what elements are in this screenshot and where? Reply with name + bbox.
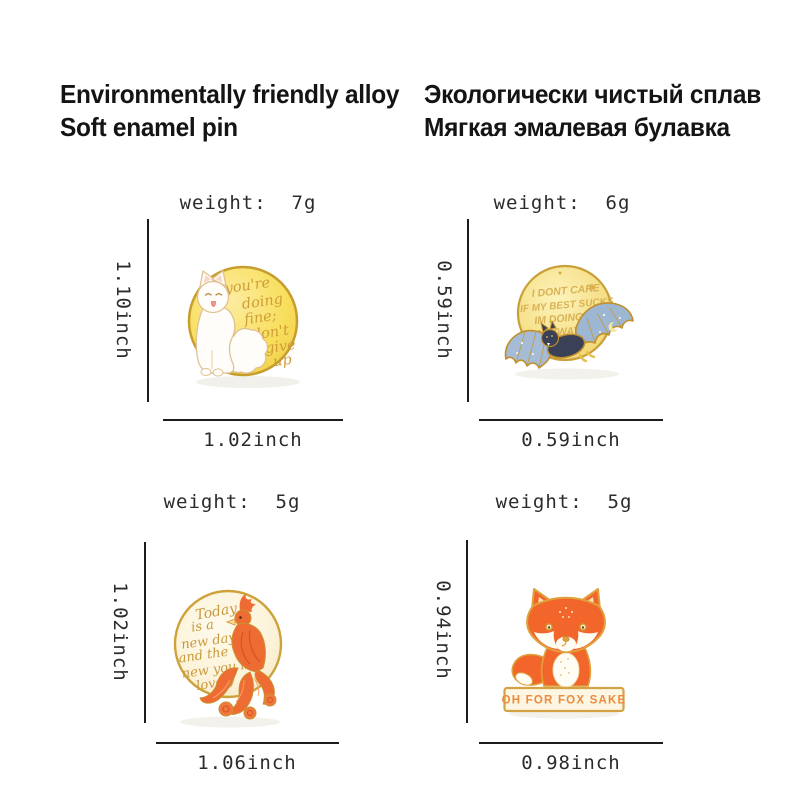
phoenix-pin-illustration: Today is a new day and the new you is lo…: [173, 589, 283, 728]
weight-label: weight: 5g: [163, 491, 301, 513]
motto-line: and the: [178, 645, 230, 667]
chest-speckles: [560, 658, 570, 676]
bat-eye: [546, 336, 548, 338]
bat-fang: [547, 343, 550, 346]
phoenix-crest: [239, 594, 256, 612]
fox-chest: [552, 652, 580, 688]
tail-white-tip: [515, 672, 533, 686]
header-ru-line2: Мягкая эмалевая булавка: [424, 112, 730, 142]
vertical-dimension-line: [466, 540, 468, 723]
feather-curl: [263, 693, 277, 707]
weight-label: weight: 5g: [495, 491, 633, 513]
header-en-line2: Soft enamel pin: [60, 112, 238, 142]
height-label: 0.94inch: [432, 580, 454, 680]
horizontal-dimension-line: [163, 419, 343, 421]
horizontal-dimension-line: [156, 742, 339, 744]
feather-highlights: [212, 677, 260, 703]
motto-line: up: [272, 352, 293, 370]
happy-eye-right: [215, 293, 223, 296]
bat-feet: [578, 350, 596, 363]
header-en-line1: Environmentally friendly alloy: [60, 79, 400, 109]
paw: [200, 368, 212, 376]
happy-eye-left: [204, 293, 212, 296]
pupil: [581, 626, 585, 629]
pin-shadow: [196, 376, 300, 388]
banner-text: OH FOR FOX SAKE: [502, 695, 627, 707]
header-title-en: Environmentally friendly alloy Soft enam…: [60, 78, 400, 144]
height-label: 1.02inch: [109, 582, 131, 682]
fox-figure: [511, 588, 606, 688]
height-label: 1.10inch: [112, 260, 134, 360]
crescent-moon-icon: [608, 321, 618, 332]
fox-banner: OH FOR FOX SAKE: [502, 686, 627, 713]
bat-pin-illustration: I DONT CARE IF MY BEST SUCKS IM DOING IT…: [504, 264, 634, 380]
cat-pin-illustration: you're doing fine; don't give up: [187, 265, 300, 388]
width-label: 0.59inch: [521, 429, 621, 451]
motto-line: give: [264, 337, 297, 357]
bat-figure: [504, 302, 634, 369]
forehead-speckles: [559, 607, 573, 618]
motto-line: Today: [194, 600, 239, 623]
pupil: [547, 626, 551, 629]
motto-line: doing: [241, 291, 284, 313]
pin-shadow: [180, 716, 280, 728]
vertical-dimension-line: [147, 219, 149, 402]
phoenix-eye: [239, 616, 242, 619]
sparkle-icon: [558, 271, 562, 275]
white-cat-figure: [195, 270, 269, 377]
cat-motto-text: you're doing fine; don't give up: [223, 275, 297, 370]
width-label: 1.02inch: [203, 429, 303, 451]
pin-card-cat: weight: 7g 1.10inch you're doing fine; d…: [0, 170, 400, 470]
white-cheek-right: [574, 631, 598, 649]
feather-curl-spiral: [222, 705, 230, 713]
bat-ear: [540, 321, 549, 333]
pin-shadow: [515, 368, 619, 380]
motto-line: IM DOING: [534, 311, 584, 327]
fox-nose: [562, 636, 570, 642]
paw: [212, 368, 224, 377]
header-ru-line1: Экологически чистый сплав: [424, 79, 761, 109]
wing-veins: [515, 307, 623, 369]
white-cheek-left: [534, 631, 558, 649]
star-icon: [588, 283, 596, 291]
bat-head: [540, 328, 560, 348]
inner-ear: [215, 275, 223, 283]
fox-pin-illustration: OH FOR FOX SAKE: [502, 588, 627, 719]
phoenix-beak: [225, 618, 236, 626]
banner-plate: [503, 686, 625, 713]
motto-line: you're: [223, 275, 272, 297]
vertical-dimension-line: [467, 219, 469, 402]
vertical-dimension-line: [144, 542, 146, 723]
width-label: 1.06inch: [197, 752, 297, 774]
phoenix-body: [231, 622, 266, 673]
tongue: [211, 301, 216, 307]
fox-mouth: [561, 641, 567, 647]
bat-ear: [549, 319, 557, 330]
wing-detail: [240, 629, 261, 665]
header-title-ru: Экологически чистый сплав Мягкая эмалева…: [424, 78, 761, 144]
feather-curl: [243, 706, 257, 720]
width-label: 0.98inch: [521, 752, 621, 774]
height-label: 0.59inch: [433, 260, 455, 360]
phoenix-figure: [199, 594, 277, 720]
feather-curl: [218, 701, 234, 717]
feather-curl-spiral: [267, 697, 273, 703]
wing-stars: [516, 313, 621, 355]
weight-label: weight: 7g: [179, 192, 317, 214]
pin-card-phoenix: weight: 5g 1.02inch Today is a new day a…: [0, 470, 400, 800]
pin-card-fox: weight: 5g 0.94inch: [400, 470, 800, 800]
cat-body: [195, 305, 236, 374]
motto-line: fine;: [242, 308, 277, 329]
tail-feather: [199, 667, 239, 704]
horizontal-dimension-line: [479, 742, 663, 744]
feather-curl-spiral: [247, 710, 253, 716]
cat-head: [196, 280, 230, 314]
inner-ear: [203, 275, 211, 283]
pin-card-bat: weight: 6g 0.59inch I DONT CARE IF MY BE…: [400, 170, 800, 470]
motto-line: is a: [190, 618, 215, 636]
horizontal-dimension-line: [479, 419, 663, 421]
weight-label: weight: 6g: [493, 192, 631, 214]
bat-eye: [551, 335, 553, 337]
